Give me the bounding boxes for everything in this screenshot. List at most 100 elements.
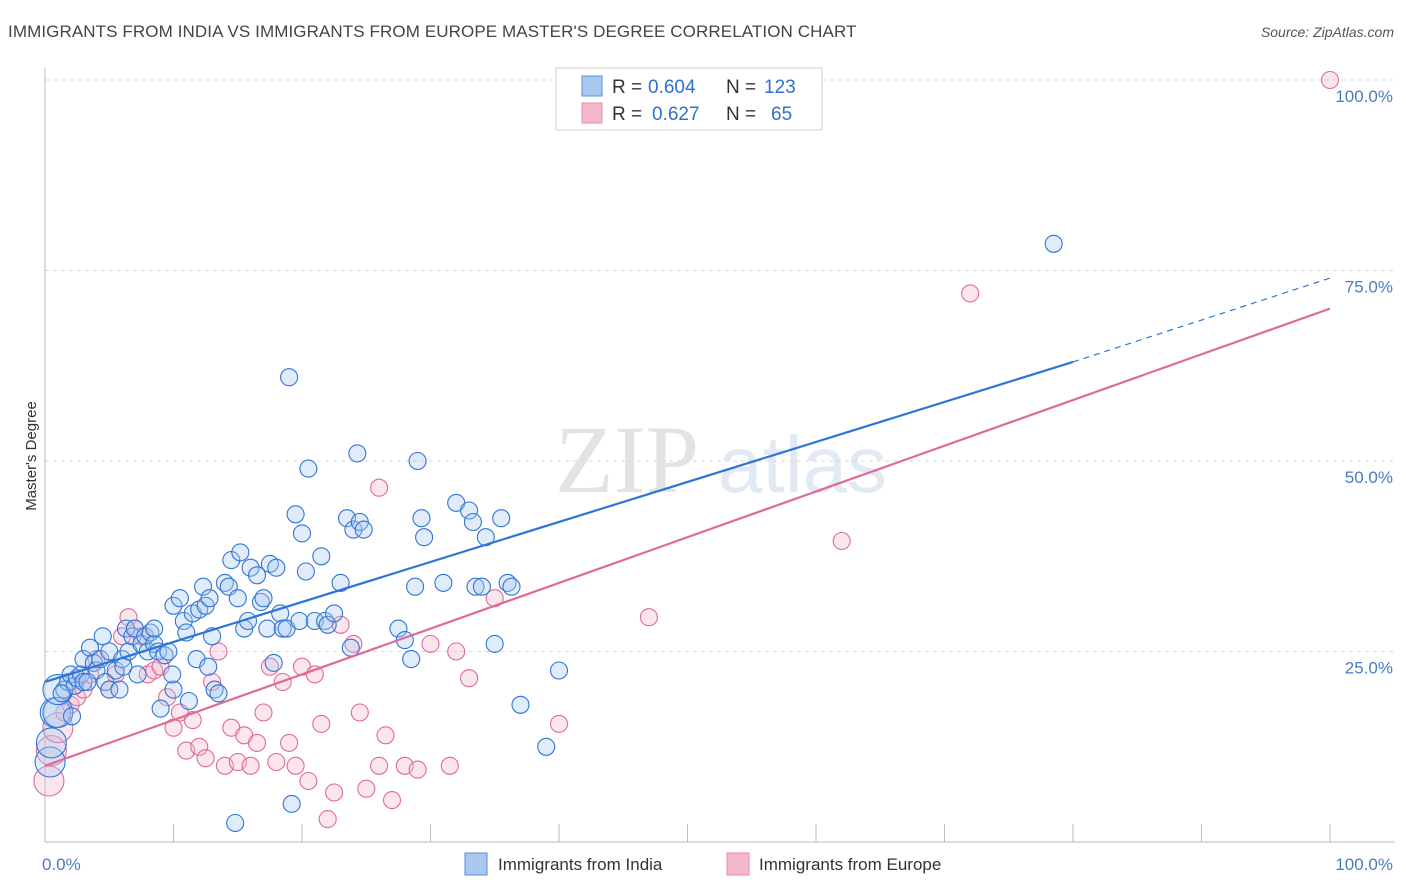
india-point (62, 707, 82, 726)
series-legend: Immigrants from India Immigrants from Eu… (464, 852, 941, 876)
europe-point (370, 478, 389, 497)
india-point (231, 543, 250, 562)
europe-point (267, 752, 286, 772)
india-point (151, 699, 170, 718)
india-point (52, 684, 71, 703)
legend-europe-label: Immigrants from Europe (759, 855, 941, 874)
india-point (325, 604, 344, 623)
europe-n-label: N = (726, 104, 756, 125)
europe-point (549, 714, 569, 733)
india-point (247, 566, 267, 585)
europe-trend-line (44, 307, 1331, 767)
india-point (267, 558, 286, 577)
watermark-zip: ZIP (555, 406, 699, 513)
india-point (128, 665, 147, 684)
europe-point (447, 642, 466, 661)
europe-point (961, 284, 980, 303)
india-point (164, 680, 183, 699)
india-swatch (581, 75, 603, 97)
india-point (209, 684, 228, 703)
india-r-value: 0.604 (648, 77, 696, 98)
india-point (273, 619, 292, 638)
india-point (354, 520, 373, 539)
europe-point (280, 733, 299, 752)
india-point (145, 619, 164, 638)
stats-legend: R = 0.604 N = 123 R = 0.627 N = 65 (555, 67, 823, 131)
europe-point (254, 703, 273, 722)
europe-n-value: 65 (771, 104, 792, 125)
india-point (280, 368, 299, 387)
europe-point (1320, 70, 1340, 90)
tick-labels: 25.0% 50.0% 75.0% 100.0% 0.0% 100.0% (42, 87, 1393, 874)
chart-title: IMMIGRANTS FROM INDIA VS IMMIGRANTS FROM… (8, 22, 857, 41)
europe-point (106, 665, 125, 684)
europe-point (357, 779, 376, 798)
europe-point (209, 642, 228, 661)
india-point (331, 573, 350, 592)
india-point (163, 665, 182, 684)
europe-point (408, 760, 427, 779)
y-tick-label: 50.0% (1345, 468, 1393, 487)
india-r-label: R = (612, 77, 642, 98)
india-point (1044, 234, 1063, 253)
europe-r-value: 0.627 (652, 104, 700, 125)
india-n-label: N = (726, 77, 756, 98)
india-point (228, 589, 247, 608)
india-point (110, 680, 129, 699)
india-point (258, 619, 277, 638)
india-point (170, 589, 189, 608)
x-tick-label: 100.0% (1335, 855, 1393, 874)
india-point (389, 619, 408, 638)
europe-point (312, 714, 331, 733)
india-point (408, 451, 427, 471)
india-point (199, 657, 218, 676)
europe-point (33, 765, 65, 797)
europe-point (376, 726, 395, 745)
europe-point (305, 665, 324, 684)
india-point (114, 657, 133, 676)
axes (44, 68, 1395, 843)
india-point (312, 547, 331, 566)
europe-point (370, 756, 389, 775)
india-point (485, 634, 504, 653)
europe-point (440, 756, 459, 775)
india-point (80, 638, 100, 657)
europe-point (196, 749, 215, 768)
india-point (194, 577, 213, 596)
india-point (241, 558, 260, 577)
india-point (348, 444, 367, 463)
legend-india-swatch (464, 852, 488, 876)
india-point (344, 520, 363, 539)
europe-point (421, 634, 440, 653)
india-point (264, 653, 283, 672)
europe-point (241, 756, 260, 775)
y-tick-label: 25.0% (1345, 659, 1393, 678)
india-point (286, 505, 305, 524)
legend-india-label: Immigrants from India (498, 855, 663, 874)
india-point (42, 696, 74, 729)
india-point (282, 794, 301, 813)
india-point (318, 615, 337, 634)
india-points (34, 234, 1063, 833)
europe-point (325, 783, 344, 802)
india-trend-line (44, 360, 1074, 684)
india-point (463, 512, 482, 532)
india-point (93, 627, 112, 646)
india-point (537, 737, 556, 756)
source-credit: Source: ZipAtlas.com (1260, 24, 1394, 40)
europe-point (247, 733, 267, 752)
europe-point (158, 688, 177, 707)
india-point (492, 509, 511, 528)
india-point (164, 596, 183, 615)
india-point (292, 524, 312, 543)
europe-point (832, 531, 851, 551)
europe-point (286, 756, 305, 775)
india-trend-extension (1072, 277, 1331, 363)
india-point (549, 661, 569, 680)
europe-r-label: R = (612, 104, 642, 125)
legend-europe-swatch (726, 852, 750, 876)
india-point (502, 577, 521, 596)
india-point (434, 573, 453, 592)
india-point (200, 589, 219, 608)
